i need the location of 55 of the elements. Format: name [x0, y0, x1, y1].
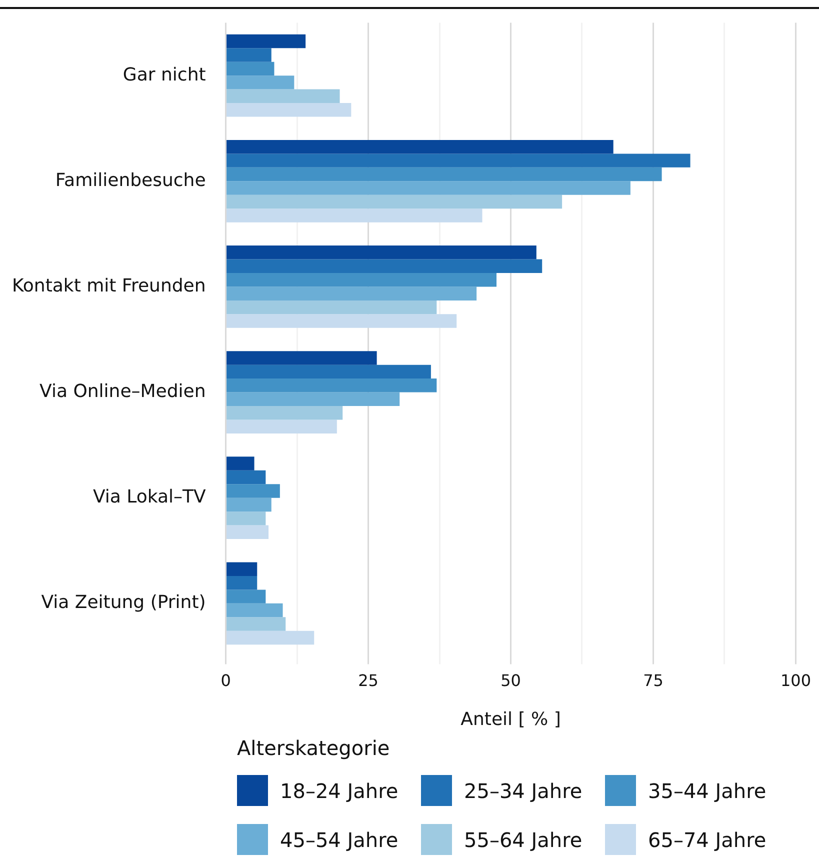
bar — [226, 603, 283, 618]
legend-label: 45–54 Jahre — [280, 828, 398, 852]
legend-title: Alterskategorie — [237, 736, 390, 760]
bar — [226, 351, 377, 365]
bar — [226, 617, 286, 631]
bar — [226, 154, 690, 168]
bar — [226, 456, 254, 470]
legend-label: 25–34 Jahre — [464, 778, 582, 802]
bar — [226, 259, 542, 273]
bar — [226, 525, 269, 540]
bar — [226, 34, 306, 48]
bar — [226, 576, 258, 590]
bar — [226, 562, 258, 576]
legend-label: 65–74 Jahre — [648, 828, 766, 852]
bar — [226, 286, 477, 300]
bar — [226, 590, 266, 604]
bar — [226, 314, 457, 328]
bar — [226, 378, 437, 392]
bar — [226, 208, 482, 222]
bar — [226, 300, 437, 314]
bar — [226, 140, 614, 154]
bar — [226, 512, 266, 526]
bar — [226, 194, 562, 209]
bar — [226, 470, 266, 484]
x-axis-title: Anteil [ % ] — [460, 708, 561, 730]
legend-label: 35–44 Jahre — [648, 778, 766, 802]
bar — [226, 272, 497, 287]
bar — [226, 364, 431, 379]
y-tick-label: Via Lokal–TV — [92, 486, 206, 508]
y-tick-label: Kontakt mit Freunden — [12, 275, 206, 296]
bar — [226, 62, 274, 76]
y-tick-label: Gar nicht — [122, 64, 206, 86]
y-tick-label: Via Online–Medien — [40, 380, 206, 402]
legend-label: 18–24 Jahre — [280, 778, 398, 802]
legend-label: 55–64 Jahre — [464, 828, 582, 852]
bar — [226, 406, 343, 420]
x-tick-label: 75 — [643, 670, 664, 690]
bar — [226, 498, 272, 512]
bar — [226, 167, 662, 182]
bar — [226, 630, 314, 645]
x-tick-label: 0 — [220, 670, 231, 690]
bar — [226, 181, 630, 195]
bar — [226, 246, 536, 260]
bar — [226, 484, 280, 498]
y-tick-label: Via Zeitung (Print) — [41, 592, 206, 614]
bar — [226, 420, 337, 434]
x-tick-label: 100 — [780, 670, 812, 690]
bar — [226, 103, 352, 117]
bar — [226, 48, 272, 62]
bar — [226, 76, 294, 90]
x-tick-label: 25 — [358, 670, 378, 690]
y-tick-label: Familienbesuche — [55, 170, 206, 191]
bar — [226, 392, 400, 406]
x-tick-label: 50 — [500, 670, 521, 690]
bar — [226, 89, 340, 104]
